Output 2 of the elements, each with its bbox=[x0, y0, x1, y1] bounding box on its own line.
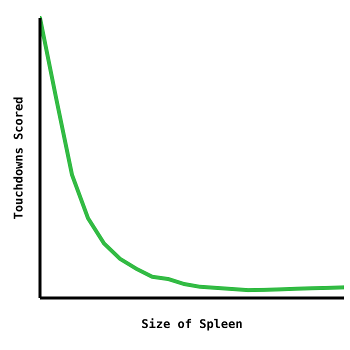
y-axis-title: Touchdowns Scored bbox=[11, 96, 26, 220]
x-axis-title: Size of Spleen bbox=[141, 317, 243, 331]
